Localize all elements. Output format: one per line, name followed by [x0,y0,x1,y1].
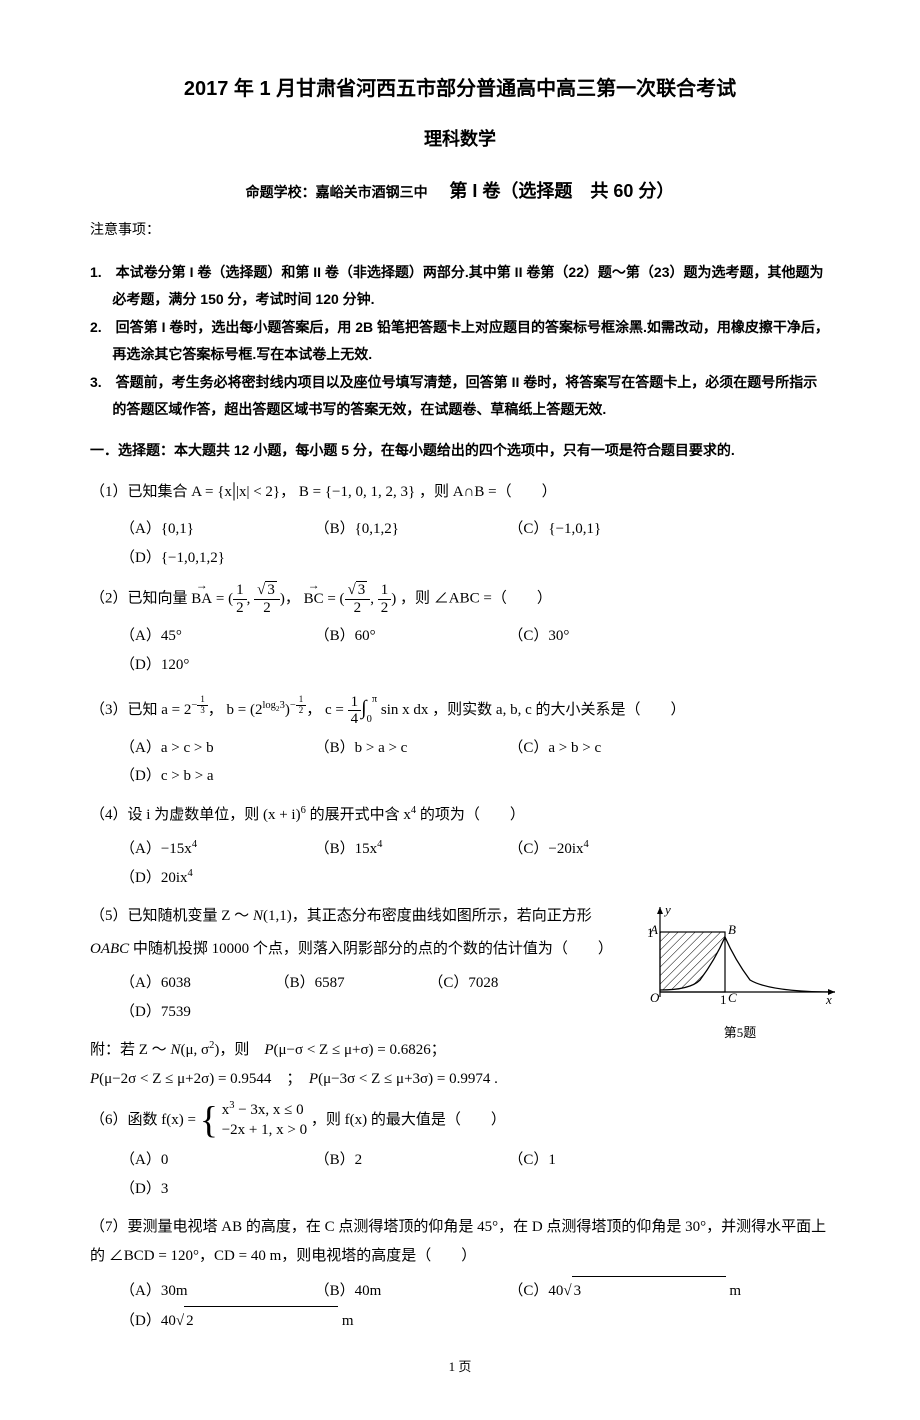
svg-text:y: y [663,902,671,917]
q4-opt-A: （A）−15x4 [120,835,311,864]
q2-opt-B: （B）60° [315,622,505,651]
q3-tail: ，则实数 a, b, c 的大小关系是（ ） [432,702,685,718]
q7-opt-D: （D）402 m [120,1306,354,1336]
q5-appendix2: P(μ−2σ < Z ≤ μ+2σ) = 0.9544 ； P(μ−3σ < Z… [90,1065,830,1094]
q4-options: （A）−15x4 （B）15x4 （C）−20ix4 （D）20ix4 [120,835,830,892]
q1-setA: A = {x||x| < 2} [191,484,280,500]
q5-opt-D: （D）7539 [120,998,271,1027]
notice-header: 注意事项： [90,218,830,245]
q6-opt-A: （A）0 [120,1146,311,1175]
school-row: 命题学校：嘉峪关市酒钢三中 第 I 卷（选择题 共 60 分） [90,174,830,208]
q1-opt-B: （B）{0,1,2} [315,515,505,544]
q6-opt-C: （C）1 [508,1146,698,1175]
q3-opt-B: （B）b > a > c [315,734,505,763]
school-label: 命题学校：嘉峪关市酒钢三中 [246,184,428,200]
q1-opt-C: （C）{−1,0,1} [508,515,698,544]
q6-opt-D: （D）3 [120,1175,311,1204]
q7-opt-B: （B）40m [315,1277,505,1306]
svg-text:C: C [728,990,737,1005]
svg-text:O: O [650,990,660,1005]
question-6: （6）函数 f(x) = { x3 − 3x, x ≤ 0 −2x + 1, x… [90,1101,830,1140]
q1-prefix: （1）已知集合 [90,484,191,500]
q5-opt-A: （A）6038 [120,969,271,998]
q1-opt-A: （A）{0,1} [120,515,311,544]
q1-opt-D: （D）{−1,0,1,2} [120,544,311,573]
svg-text:1: 1 [720,992,727,1007]
page-number: 1 页 [90,1355,830,1380]
q2-stem: （2）已知向量 [90,591,191,607]
q3-options: （A）a > c > b （B）b > a > c （C）a > b > c （… [120,734,830,791]
exam-title: 2017 年 1 月甘肃省河西五市部分普通高中高三第一次联合考试 [90,70,830,108]
q7-options: （A）30m （B）40m （C）403 m （D）402 m [120,1276,830,1335]
q6-options: （A）0 （B）2 （C）1 （D）3 [120,1146,830,1203]
q3-stem: （3）已知 [90,702,161,718]
section-1-header: 一．选择题：本大题共 12 小题，每小题 5 分，在每小题给出的四个选项中，只有… [90,437,830,464]
q4-opt-D: （D）20ix4 [120,864,311,893]
q5-opt-B: （B）6587 [275,969,425,998]
question-4: （4）设 i 为虚数单位，则 (x + i)6 的展开式中含 x4 的项为（ ） [90,801,830,830]
q4-stem: （4）设 i 为虚数单位，则 (x + i)6 的展开式中含 x4 的项为（ ） [90,807,525,823]
svg-text:1: 1 [647,925,654,940]
question-3: （3）已知 a = 2−13， b = (2log23)−12， c = 14∫… [90,689,830,728]
question-5-wrap: O A B C 1 1 x y 第5题 （5）已知随机变量 Z ～ N(1,1)… [90,902,830,1093]
q3-opt-D: （D）c > b > a [120,762,311,791]
q3-opt-C: （C）a > b > c [508,734,698,763]
q1-tail: ，则 A∩B =（ ） [419,484,557,500]
notice-item: 3. 答题前，考生务必将密封线内项目以及座位号填写清楚，回答第 II 卷时，将答… [90,369,830,422]
svg-text:B: B [728,922,736,937]
question-1: （1）已知集合 A = {x||x| < 2}， B = {−1, 0, 1, … [90,471,830,509]
q2-options: （A）45° （B）60° （C）30° （D）120° [120,622,830,679]
q5-opt-C: （C）7028 [428,969,578,998]
q2-opt-C: （C）30° [508,622,698,651]
notice-item: 2. 回答第 I 卷时，选出每小题答案后，用 2B 铅笔把答题卡上对应题目的答案… [90,314,830,367]
q2-tail: ，则 ∠ABC =（ ） [400,591,552,607]
vec-BA: BA [191,585,212,614]
vec-BC: BC [304,585,324,614]
q7-opt-C: （C）403 m [508,1276,741,1306]
part-label: 第 I 卷（选择题 共 60 分） [449,181,674,201]
q4-opt-B: （B）15x4 [315,835,505,864]
q1-setB: B = {−1, 0, 1, 2, 3} [299,484,415,500]
q2-opt-A: （A）45° [120,622,311,651]
question-7: （7）要测量电视塔 AB 的高度，在 C 点测得塔顶的仰角是 45°，在 D 点… [90,1213,830,1270]
q7-opt-A: （A）30m [120,1277,311,1306]
fig5-caption: 第5题 [640,1021,840,1046]
notice-list: 1. 本试卷分第 I 卷（选择题）和第 II 卷（非选择题）两部分.其中第 II… [90,259,830,423]
svg-text:x: x [825,992,832,1007]
q6-opt-B: （B）2 [315,1146,505,1175]
q1-options: （A）{0,1} （B）{0,1,2} （C）{−1,0,1} （D）{−1,0… [120,515,830,572]
q4-opt-C: （C）−20ix4 [508,835,698,864]
q3-opt-A: （A）a > c > b [120,734,311,763]
notice-item: 1. 本试卷分第 I 卷（选择题）和第 II 卷（非选择题）两部分.其中第 II… [90,259,830,312]
subject: 理科数学 [90,122,830,156]
figure-5: O A B C 1 1 x y 第5题 [640,902,840,1032]
q2-opt-D: （D）120° [120,651,311,680]
question-2: （2）已知向量 BA = (12, 32)， BC = (32, 12) ，则 … [90,582,830,616]
